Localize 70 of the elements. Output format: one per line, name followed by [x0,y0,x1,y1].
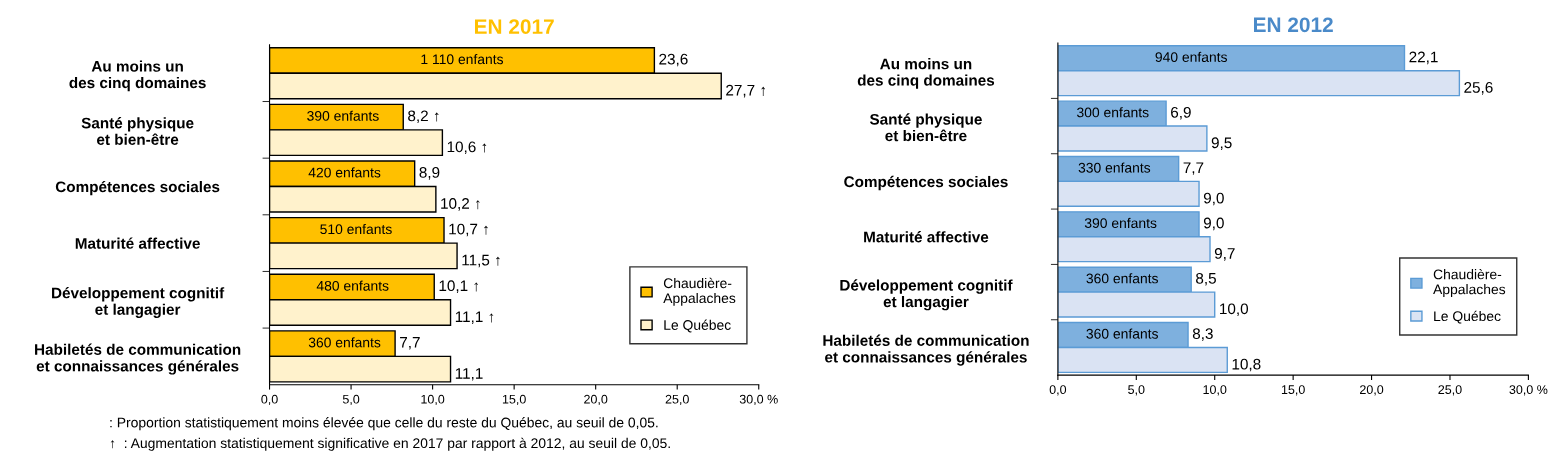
annotation: 1 110 enfants [421,54,504,65]
annotation: 480 enfants [316,280,389,291]
x-tick-label: 0,0 [261,394,278,406]
data-label: 10,7 ↑ [449,223,488,237]
data-label: 7,7 [1183,162,1204,175]
data-label: 27,7 ↑ [726,84,765,98]
x-tick-label: 5,0 [342,394,360,406]
data-label: 9,0 [1203,217,1224,231]
data-label: 8,2 ↑ [408,110,439,123]
data-label: 10,8 [1232,358,1261,372]
data-label: 9,7 [1214,248,1235,261]
data-label: 9,0 [1203,192,1224,206]
y-tick-label: Habiletés de communication et connaissances générales [35,343,241,375]
legend-label: Chaudière- Appalaches [663,277,736,306]
data-label: 11,1 ↑ [455,311,494,324]
data-label: 10,6 ↑ [447,141,487,155]
annotation: 420 enfants [308,167,381,178]
legend-label: Le Québec [664,319,731,333]
y-tick-label: Habiletés de communication et connaissances générales [823,334,1029,366]
x-tick-label: 20,0 [1360,385,1384,396]
legend-label: Chaudière- Appalaches [1433,268,1506,298]
data-label: 6,9 [1171,106,1191,120]
chart-title: EN 2017 [475,19,554,34]
annotation: 300 enfants [1077,107,1149,118]
data-label: 8,9 [419,167,440,180]
data-label: 10,2 ↑ [441,198,480,211]
y-tick-label: Maturité affective [75,237,200,249]
x-tick-label: 15,0 [502,394,526,406]
x-tick-label: 10,0 [1203,385,1227,396]
x-tick-label: 10,0 [421,394,445,406]
x-tick-label: 30,0 % [739,394,778,406]
data-label: 11,1 [455,368,483,381]
x-tick-label: 25,0 [1438,385,1462,396]
data-label: 25,6 [1464,82,1493,95]
data-label: 10,0 [1220,303,1249,316]
annotation: 330 enfants [1078,162,1151,173]
y-tick-label: Santé physique et bien-être [81,117,194,145]
y-tick-label: Développement cognitif et langagier [52,287,225,318]
annotation: 940 enfants [1155,51,1227,62]
data-label: 8,3 [1192,328,1213,341]
data-label: 9,5 [1211,137,1232,150]
data-label: 23,6 [659,53,688,67]
text: ↑ : Augmentation statistiquement significative en 2017 par rapport à 2012, au seuil de 0,05. [110,437,670,451]
x-tick-label: 15,0 [1281,385,1305,396]
x-tick-label: 30,0 % [1509,385,1548,396]
annotation: 360 enfants [1086,273,1158,284]
data-label: 10,1 ↑ [439,280,478,293]
data-label: 7,7 [400,337,420,350]
annotation: 360 enfants [308,337,381,348]
chart-title: EN 2012 [1254,17,1333,33]
y-tick-label: Compétences sociales [844,175,1008,191]
x-tick-label: 0,0 [1049,385,1067,396]
data-label: 11,5 ↑ [462,254,500,268]
data-label: 22,1 [1409,51,1438,65]
y-tick-label: Au moins un des cinq domaines [69,60,206,92]
annotation: 360 enfants [1086,328,1158,339]
annotation: 390 enfants [1084,217,1157,229]
data-label: 8,5 [1196,272,1216,286]
y-tick-label: Santé physique et bien-être [869,113,982,142]
y-tick-label: Développement cognitif et langagier [840,279,1013,311]
legend-label: Le Québec [1434,310,1501,324]
x-tick-label: 20,0 [584,394,608,406]
annotation: 390 enfants [307,110,379,121]
y-tick-label: Compétences sociales [55,180,220,196]
annotation: 510 enfants [320,223,392,235]
text: : Proportion statistiquement moins élevée que celle du reste du Québec, au seuil de 0,05. [110,417,658,431]
y-tick-label: Maturité affective [864,231,989,243]
x-tick-label: 5,0 [1128,385,1145,396]
y-tick-label: Au moins un des cinq domaines [857,58,995,89]
x-tick-label: 25,0 [665,394,689,406]
